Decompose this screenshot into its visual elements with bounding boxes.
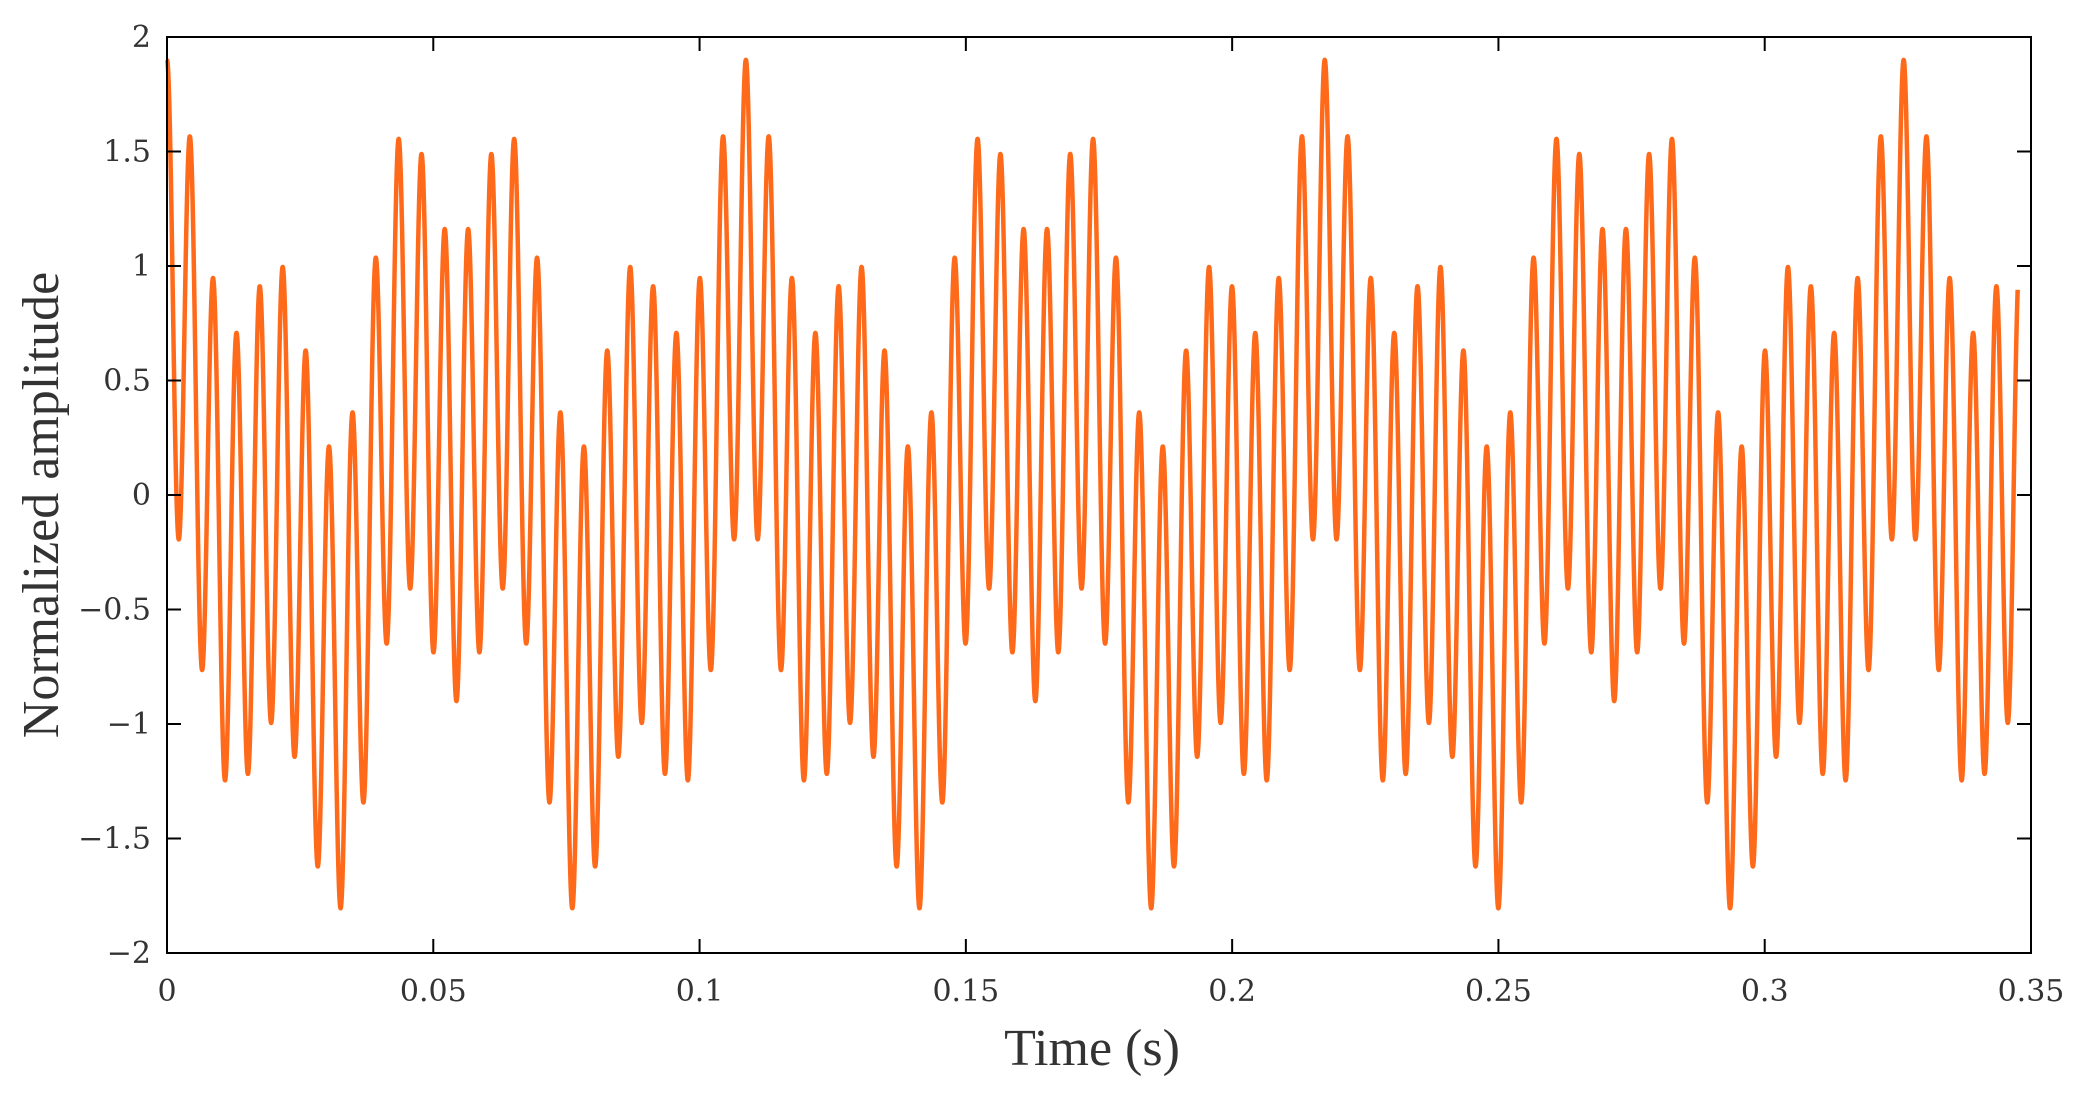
y-tick-label: 0.5 xyxy=(103,364,151,399)
series-line-0 xyxy=(164,57,2020,911)
y-tick-label: −2 xyxy=(107,936,151,971)
x-tick-label: 0.05 xyxy=(400,974,467,1009)
y-axis-title: Normalized amplitude xyxy=(13,272,70,738)
y-tick-label: −1 xyxy=(107,707,151,742)
x-tick-label: 0.35 xyxy=(1998,974,2065,1009)
x-tick-label: 0.2 xyxy=(1208,974,1256,1009)
x-tick-label: 0.15 xyxy=(932,974,999,1009)
x-tick-label: 0.1 xyxy=(676,974,724,1009)
x-axis: 0 0.05 0.1 0.15 0.2 0.25 0.3 0.35 xyxy=(157,37,2064,1009)
x-tick-label: 0.3 xyxy=(1741,974,1789,1009)
x-tick-label: 0 xyxy=(157,974,176,1009)
x-axis-title: Time (s) xyxy=(1004,1020,1180,1077)
x-tick-label: 0.25 xyxy=(1465,974,1532,1009)
y-tick-label: 1.5 xyxy=(103,135,151,170)
y-tick-label: 0 xyxy=(132,478,151,513)
y-tick-label: −1.5 xyxy=(78,822,151,857)
y-tick-label: 2 xyxy=(132,20,151,55)
y-tick-label: −0.5 xyxy=(78,593,151,628)
plot-area xyxy=(164,36,2032,954)
y-axis: 2 1.5 1 0.5 0 −0.5 −1 −1.5 −2 xyxy=(78,20,2031,971)
y-tick-label: 1 xyxy=(132,249,151,284)
